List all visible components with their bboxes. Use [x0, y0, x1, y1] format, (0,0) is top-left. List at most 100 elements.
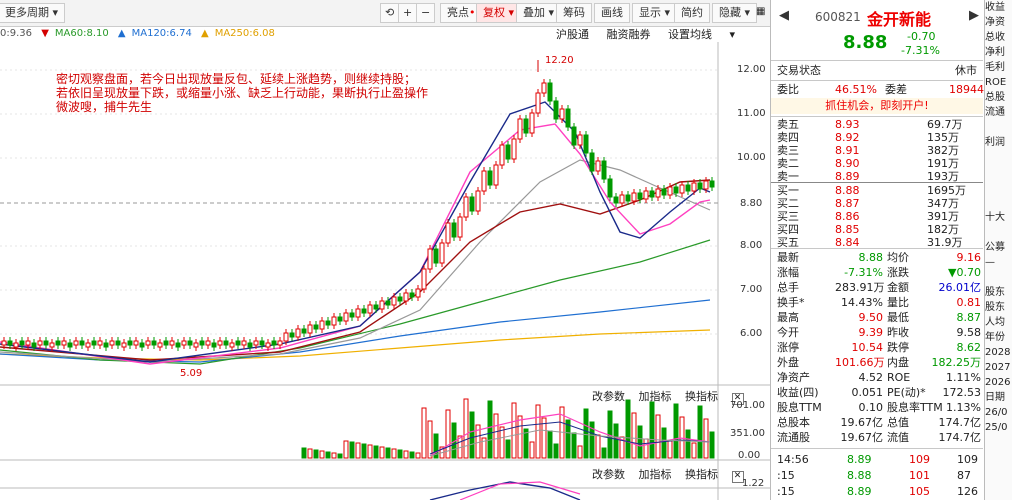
candle: [217, 340, 223, 346]
ask-row[interactable]: 卖三 8.91 382万: [777, 145, 981, 157]
stat-value: 1.13%: [946, 401, 981, 414]
f10-item: [985, 165, 1012, 180]
ask-row[interactable]: 卖五 8.93 69.7万: [777, 119, 981, 131]
tick-price: 8.89: [847, 485, 872, 498]
volume-bar: [343, 440, 349, 459]
stat-label: 最新: [777, 251, 799, 264]
volume-bar: [403, 450, 409, 459]
volume-bar: [319, 450, 325, 459]
zoom-out-icon[interactable]: −: [416, 3, 436, 23]
candle: [391, 296, 397, 306]
bid-row[interactable]: 买四 8.85 182万: [777, 224, 981, 236]
ma-settings-button[interactable]: 设置均线 ▾: [668, 28, 736, 41]
bid-row[interactable]: 买五 8.84 31.9万: [777, 237, 981, 249]
params-button[interactable]: 改参数: [592, 468, 625, 481]
tab-hgt[interactable]: 沪股通: [556, 28, 589, 41]
candle: [685, 184, 691, 192]
candle: [319, 320, 325, 330]
stat-value: 9.58: [956, 326, 982, 339]
prev-stock-icon[interactable]: ◀: [779, 8, 789, 23]
candle: [421, 268, 427, 290]
volume-bar: [661, 427, 667, 459]
grid-icon[interactable]: ▦: [756, 6, 766, 17]
close-icon[interactable]: ✕: [731, 393, 744, 405]
stat-value: 8.88: [858, 251, 884, 264]
ask-price: 8.92: [835, 131, 860, 144]
stat-value: 0.81: [956, 296, 982, 309]
open-account-link[interactable]: 抓住机会，即刻开户!: [771, 98, 983, 114]
volume-bar: [691, 442, 697, 459]
volume-axis-label: 701.00: [730, 400, 765, 411]
f10-item: [985, 270, 1012, 285]
draw-button[interactable]: 画线: [594, 3, 630, 23]
switch-indicator-button[interactable]: 换指标: [685, 468, 718, 481]
stat-row: 涨停 10.54 跌停 8.62: [777, 342, 981, 354]
add-indicator-button[interactable]: 加指标: [638, 390, 672, 403]
brief-button[interactable]: 简约: [674, 3, 710, 23]
candle: [679, 184, 685, 194]
period-dropdown[interactable]: 更多周期 ▾: [0, 3, 66, 23]
ask-level-label: 卖三: [777, 144, 799, 157]
chips-button[interactable]: 筹码: [556, 3, 592, 23]
price-axis-label: 6.00: [740, 328, 763, 339]
candle: [139, 342, 145, 348]
candle: [337, 316, 343, 322]
tab-margin[interactable]: 融资融券: [606, 28, 651, 41]
ask-volume: 382万: [927, 144, 959, 157]
next-stock-icon[interactable]: ▶: [969, 8, 979, 23]
close-icon[interactable]: ✕: [731, 471, 744, 483]
display-button[interactable]: 显示 ▾: [632, 3, 678, 23]
kline-chart[interactable]: 12.20 5.09: [0, 42, 770, 500]
volume-bar: [469, 411, 475, 459]
zoom-in-icon[interactable]: +: [398, 3, 418, 23]
fuquan-button[interactable]: 复权 ▾: [476, 3, 522, 23]
bid-row[interactable]: 买三 8.86 391万: [777, 211, 981, 223]
volume-bar: [547, 430, 553, 459]
tick-row: :15 8.89 105 126: [777, 486, 981, 498]
stat-row: 总手 283.91万 金额 26.01亿: [777, 282, 981, 294]
f10-item: 26/0: [985, 407, 1008, 418]
volume-ma-magenta: [429, 413, 711, 457]
ma60-label: MA60:8.10: [54, 28, 109, 39]
bid-row[interactable]: 买二 8.87 347万: [777, 198, 981, 210]
volume-ma-gray: [429, 429, 711, 457]
volume-bar: [409, 451, 415, 459]
ask-price: 8.91: [835, 144, 860, 157]
bid-row[interactable]: 买一 8.88 1695万: [777, 185, 981, 197]
stat-label: 流值: [887, 431, 909, 444]
stat-value: 172.53: [942, 386, 982, 399]
candle: [73, 340, 79, 346]
volume-bar: [337, 453, 343, 459]
ask-row[interactable]: 卖二 8.90 191万: [777, 158, 981, 170]
candle: [601, 160, 607, 180]
candle: [61, 340, 67, 346]
volume-bar: [361, 443, 367, 459]
candle: [523, 118, 529, 134]
stat-value: 0.051: [851, 386, 884, 399]
back-icon[interactable]: ⟲: [380, 3, 400, 23]
f10-item: 十大: [985, 212, 1005, 223]
ask-row[interactable]: 卖四 8.92 135万: [777, 132, 981, 144]
candle: [253, 340, 259, 346]
overlay-button[interactable]: 叠加 ▾: [516, 3, 562, 23]
indicator-axis-label: 1.22: [742, 478, 765, 489]
candle: [169, 340, 175, 346]
ask-row[interactable]: 卖一 8.89 193万: [777, 171, 981, 183]
stat-label: ROE: [887, 371, 911, 384]
stat-row: 涨幅 -7.31% 涨跌 ▼0.70: [777, 267, 981, 279]
switch-indicator-button[interactable]: 换指标: [685, 390, 718, 403]
f10-item: 股东: [985, 302, 1005, 313]
tick-time: 14:56: [777, 453, 809, 466]
hide-button[interactable]: 隐藏 ▾: [712, 3, 758, 23]
add-indicator-button[interactable]: 加指标: [638, 468, 672, 481]
candle: [349, 312, 355, 318]
params-button[interactable]: 改参数: [592, 390, 625, 403]
candle: [247, 342, 253, 348]
f10-item: 日期: [985, 392, 1005, 403]
bid-level-label: 买四: [777, 223, 799, 236]
quote-panel: ◀ 600821 金开新能 ▶ 8.88 -0.70 -7.31% 交易状态 休市…: [770, 0, 1012, 500]
f10-item: 总股: [985, 92, 1005, 103]
stat-row: 今开 9.39 昨收 9.58: [777, 327, 981, 339]
candle: [13, 342, 19, 348]
candle: [379, 300, 385, 310]
